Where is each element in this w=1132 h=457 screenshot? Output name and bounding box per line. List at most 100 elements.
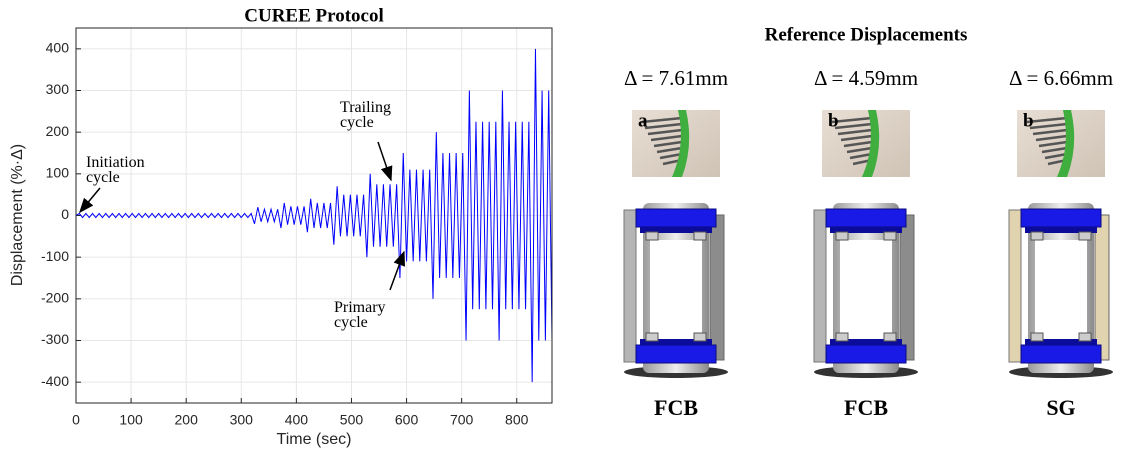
device: [623, 203, 728, 378]
bolt: [1030, 332, 1044, 342]
photo-screw: [846, 146, 873, 154]
blue-plate-edge: [1025, 339, 1097, 345]
specimen-photo: [1017, 110, 1105, 177]
annotation: Primary cycle: [334, 299, 386, 331]
photo-screw: [659, 152, 683, 160]
device: [813, 203, 918, 378]
side-plate: [899, 214, 915, 361]
x-tick-label: 600: [395, 412, 419, 428]
side-plate: [1094, 214, 1110, 361]
photo-screw: [647, 128, 683, 136]
specimen-photo: [632, 110, 720, 177]
photo-screw: [834, 122, 873, 130]
photo-screw: [656, 146, 683, 154]
photo-screw: [840, 134, 873, 142]
y-tick-label: -100: [41, 248, 69, 264]
bolt: [1078, 332, 1092, 342]
bolt: [835, 332, 849, 342]
photo-screw: [1035, 134, 1068, 142]
photo-screw: [650, 134, 683, 142]
blue-plate-edge: [830, 339, 902, 345]
inner: [840, 240, 892, 340]
annotation-arrow: [377, 141, 393, 182]
side-plate: [709, 214, 725, 361]
bolt: [1030, 231, 1044, 241]
x-tick-label: 400: [285, 412, 309, 428]
inner: [650, 240, 702, 340]
y-tick-label: 100: [46, 165, 70, 181]
y-axis-label: Displacement (%·Δ): [9, 144, 26, 286]
blue-plate: [1020, 344, 1102, 364]
x-tick-label: 700: [450, 412, 474, 428]
inner: [1035, 240, 1087, 340]
annotation: Trailing cycle: [340, 99, 391, 131]
blue-plate-edge: [1025, 227, 1097, 233]
annotation-arrow: [389, 250, 405, 291]
x-tick-label: 200: [175, 412, 199, 428]
side-plate: [813, 209, 827, 363]
specimen-label: FCB: [844, 395, 888, 420]
specimen-photo: [822, 110, 910, 177]
y-tick-label: 300: [46, 81, 70, 97]
photo-screw: [641, 116, 683, 124]
data-line: [76, 48, 552, 383]
bolt: [693, 231, 707, 241]
annotation-arrow: [79, 187, 101, 214]
bolt: [835, 231, 849, 241]
panel-title: Reference Displacements: [765, 24, 968, 45]
bolt: [693, 332, 707, 342]
photo-screw: [1032, 128, 1068, 136]
y-tick-label: -200: [41, 290, 69, 306]
y-tick-label: -400: [41, 373, 69, 389]
y-tick-label: -300: [41, 331, 69, 347]
photo-strip: [1057, 110, 1075, 177]
photo-strip: [862, 110, 880, 177]
photo-label: a: [638, 110, 648, 131]
photo-label: b: [828, 110, 839, 131]
bolt: [645, 231, 659, 241]
side-plate: [1008, 209, 1022, 363]
photo-screw: [644, 122, 683, 130]
photo-screw: [1038, 140, 1068, 148]
bolt: [1078, 231, 1092, 241]
bolt: [883, 332, 897, 342]
blue-plate-edge: [640, 227, 712, 233]
y-tick-label: 200: [46, 123, 70, 139]
blue-plate: [635, 208, 717, 228]
photo-screw: [843, 140, 873, 148]
x-tick-label: 300: [230, 412, 254, 428]
x-tick-label: 500: [340, 412, 364, 428]
blue-plate: [825, 208, 907, 228]
x-axis-label: Time (sec): [277, 431, 352, 448]
side-plate: [623, 209, 637, 363]
photo-screw: [831, 116, 873, 124]
specimen-label: FCB: [654, 395, 698, 420]
blue-plate: [635, 344, 717, 364]
photo-screw: [1044, 152, 1068, 160]
annotation: Initiation cycle: [86, 154, 145, 186]
photo-screw: [653, 140, 683, 148]
blue-plate-edge: [640, 339, 712, 345]
photo-label: b: [1023, 110, 1034, 131]
blue-plate: [825, 344, 907, 364]
displacement-label: Δ = 4.59mm: [814, 66, 918, 90]
photo-screw: [849, 152, 873, 160]
chart-title: CUREE Protocol: [244, 5, 384, 26]
photo-screw: [1029, 122, 1068, 130]
displacement-label: Δ = 7.61mm: [624, 66, 728, 90]
device: [1008, 203, 1113, 378]
y-tick-label: 0: [61, 206, 69, 222]
blue-plate: [1020, 208, 1102, 228]
y-tick-label: 400: [46, 40, 70, 56]
plot-frame: [75, 27, 553, 404]
x-tick-label: 0: [72, 412, 80, 428]
blue-plate-edge: [830, 227, 902, 233]
photo-screw: [1026, 116, 1068, 124]
x-tick-label: 100: [119, 412, 143, 428]
photo-screw: [1041, 146, 1068, 154]
bolt: [645, 332, 659, 342]
photo-strip: [672, 110, 690, 177]
photo-screw: [837, 128, 873, 136]
